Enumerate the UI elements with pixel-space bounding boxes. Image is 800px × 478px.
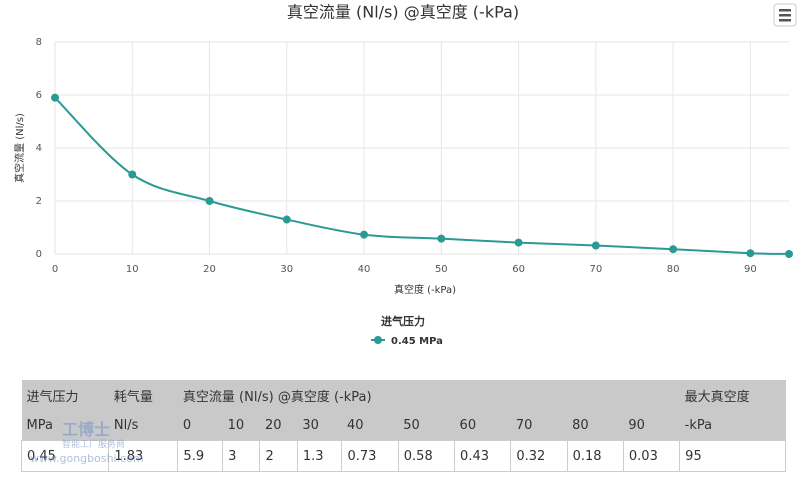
table-row: 进气压力 耗气量 真空流量 (Nl/s) @真空度 (-kPa) 最大真空度	[21, 380, 786, 410]
data-point	[282, 215, 291, 224]
spec-table: 进气压力 耗气量 真空流量 (Nl/s) @真空度 (-kPa) 最大真空度 MPa Nl…	[20, 380, 786, 472]
series-line	[54, 96, 790, 255]
table-cell: 0.03	[622, 440, 681, 472]
x-tick-label: 80	[667, 264, 680, 275]
watermark-slogan: 智能工厂服务商	[62, 440, 126, 450]
x-tick-label: 30	[280, 264, 293, 275]
header-cell: 最大真空度	[679, 380, 786, 410]
data-point	[746, 249, 755, 258]
legend-label: 0.45 MPa	[391, 336, 443, 347]
table-row: 0.45 1.83 5.9 3 2 1.3 0.73 0.58 0.43 0.32 0.18 0.03…	[20, 440, 786, 472]
header-cell: 40	[341, 410, 399, 441]
header-cell: 60	[454, 410, 511, 441]
x-tick-label: 0	[52, 264, 58, 275]
x-tick-label: 50	[435, 264, 448, 275]
header-cell: 进气压力	[21, 380, 109, 410]
header-cell: 80	[567, 410, 624, 441]
header-cell: 90	[623, 410, 680, 441]
header-cell: 70	[510, 410, 568, 441]
table-cell: 0.58	[397, 440, 456, 472]
data-point	[669, 245, 678, 254]
table-cell: 3	[222, 440, 261, 472]
y-tick-label: 2	[36, 196, 42, 207]
x-tick-label: 60	[512, 264, 525, 275]
y-tick-label: 6	[36, 90, 42, 101]
header-cell: 20	[259, 410, 298, 441]
table-cell: 0.43	[454, 440, 512, 472]
menu-bar	[779, 19, 791, 22]
header-cell: 0	[177, 410, 223, 441]
data-point	[360, 230, 369, 239]
y-tick-label: 0	[36, 249, 42, 260]
menu-bar	[779, 14, 791, 17]
chart-title: 真空流量 (Nl/s) @真空度 (-kPa)	[287, 3, 519, 22]
header-cell: Nl/s	[108, 410, 178, 441]
header-cell: 耗气量	[108, 380, 178, 410]
header-cell: 真空流量 (Nl/s) @真空度 (-kPa)	[177, 380, 680, 410]
data-point	[205, 197, 214, 205]
x-axis-label: 真空度 (-kPa)	[394, 283, 456, 296]
header-cell: 50	[398, 410, 455, 441]
header-cell: MPa	[21, 410, 109, 441]
header-cell: 10	[222, 410, 260, 441]
x-tick-label: 90	[744, 264, 757, 275]
data-point	[51, 93, 59, 102]
chart: 真空流量 (Nl/s) @真空度 (-kPa) 真空流量 (Nl/s) 真空度 …	[13, 3, 797, 347]
data-point	[437, 234, 446, 243]
table-cell: 1.83	[108, 440, 179, 472]
data-point	[591, 241, 600, 250]
x-tick-label: 10	[126, 264, 139, 275]
table-cell: 0.18	[566, 440, 624, 472]
watermark-url: www.gongboshi.com	[30, 452, 144, 465]
table-cell: 0.45	[20, 440, 110, 472]
header-cell: -kPa	[679, 410, 786, 441]
data-point	[785, 250, 793, 258]
table-cell: 0.32	[510, 440, 568, 472]
menu-button[interactable]	[773, 3, 797, 27]
data-point	[128, 170, 137, 179]
table-row: MPa Nl/s 0 10 20 30 40 50 60 70 80 90 -kPa	[21, 410, 786, 441]
legend-title: 进气压力	[381, 314, 425, 328]
data-point	[514, 238, 523, 247]
legend-marker	[374, 336, 382, 344]
table-cell: 5.9	[177, 440, 224, 472]
table-cell: 2	[259, 440, 298, 472]
watermark-brand: 工博士	[62, 420, 111, 439]
table-cell: 0.73	[341, 440, 399, 472]
y-tick-label: 8	[36, 37, 42, 48]
menu-bar	[779, 9, 791, 12]
x-tick-label: 40	[358, 264, 371, 275]
x-tick-label: 70	[589, 264, 602, 275]
table-cell: 95	[679, 440, 786, 472]
table-cell: 1.3	[296, 440, 343, 472]
header-cell: 30	[297, 410, 342, 441]
y-tick-label: 4	[36, 143, 42, 154]
y-axis-label: 真空流量 (Nl/s)	[13, 113, 26, 183]
x-tick-label: 20	[203, 264, 216, 275]
